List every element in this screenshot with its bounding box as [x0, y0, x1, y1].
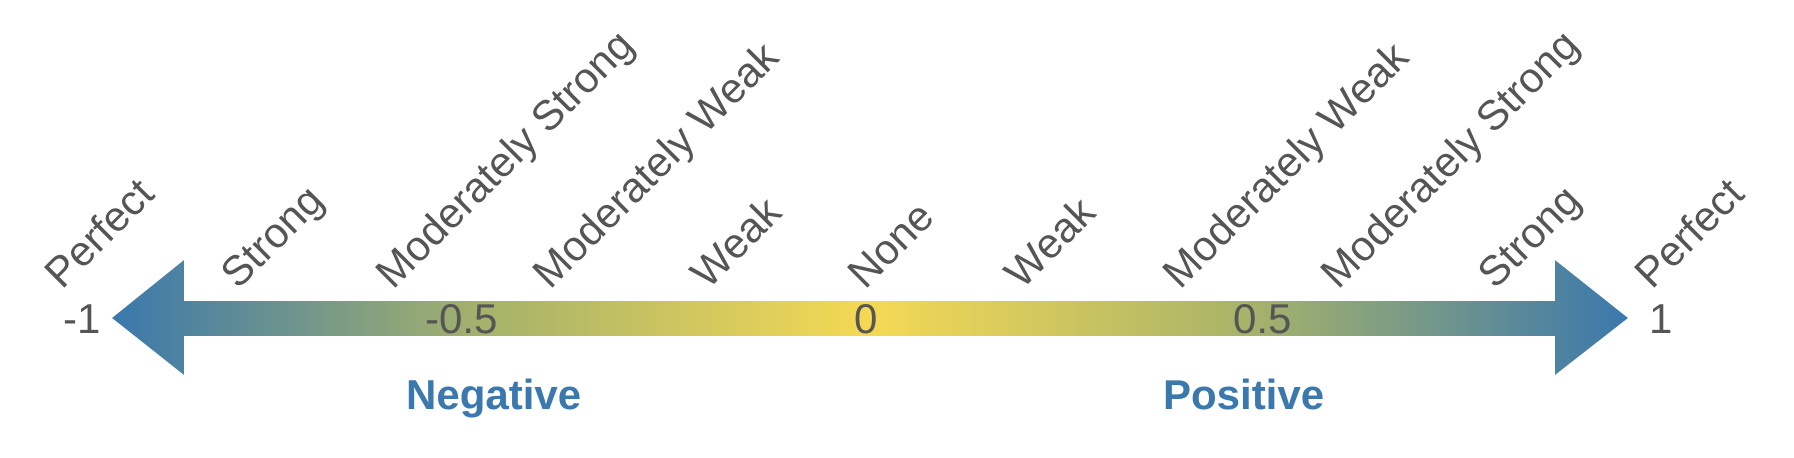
- tick-0: 0: [854, 295, 878, 342]
- tick-0-5: 0.5: [1233, 295, 1292, 342]
- positive-label: Positive: [1163, 371, 1325, 418]
- tick-1: 1: [1649, 295, 1673, 342]
- negative-label: Negative: [406, 371, 582, 418]
- tick-minus-1: -1: [63, 295, 101, 342]
- tick-minus-0-5: -0.5: [425, 295, 498, 342]
- arrow-shape: [112, 260, 1628, 375]
